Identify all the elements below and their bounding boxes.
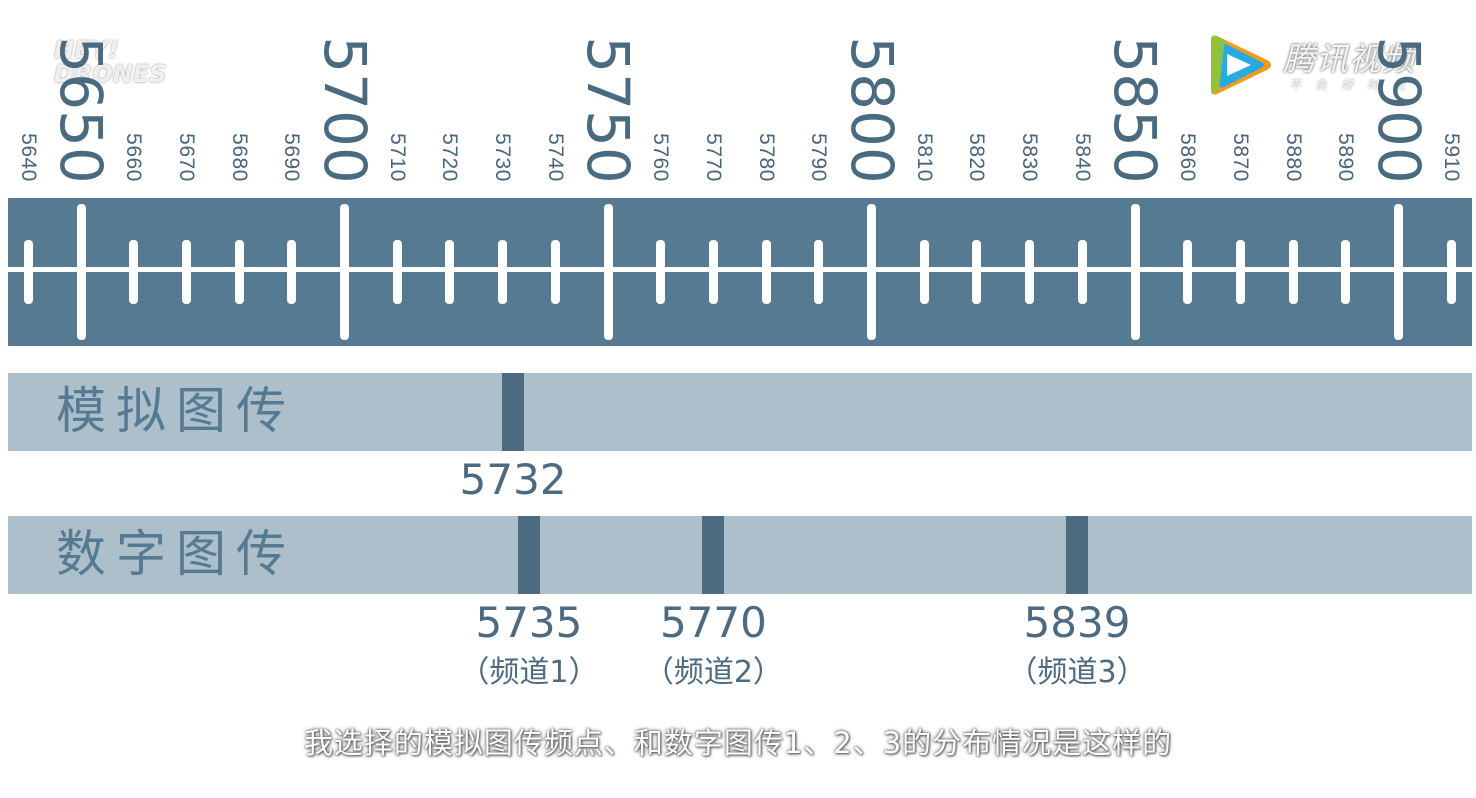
minor-tick-label: 5720 — [438, 133, 462, 182]
channel-label: （频道1） — [459, 655, 599, 690]
row-title-analog: 模拟图传 — [56, 382, 296, 440]
frequency-value-label: 5732 — [459, 455, 567, 504]
minor-tick-label: 5780 — [754, 133, 778, 182]
major-tick-label: 5800 — [837, 36, 906, 184]
minor-tick-label: 5830 — [1017, 133, 1041, 182]
minor-tick-label: 5770 — [701, 133, 725, 182]
minor-tick — [129, 240, 139, 304]
minor-tick — [1235, 240, 1245, 304]
minor-tick — [392, 240, 402, 304]
minor-tick-label: 5730 — [490, 133, 514, 182]
video-subtitle: 我选择的模拟图传频点、和数字图传1、2、3的分布情况是这样的 — [303, 726, 1173, 760]
minor-tick — [761, 240, 771, 304]
ruler-axis-line — [8, 267, 1472, 272]
major-tick-label: 5850 — [1100, 36, 1169, 184]
frequency-marker — [1066, 516, 1089, 594]
minor-tick-label: 5740 — [543, 133, 567, 182]
logo-left-line2: DRONES — [54, 60, 167, 88]
tencent-video-logo: 腾讯视频 不负好时光 — [1205, 30, 1441, 100]
minor-tick — [708, 240, 718, 304]
minor-tick-label: 5820 — [965, 133, 989, 182]
minor-tick-label: 5640 — [16, 133, 40, 182]
major-tick — [340, 204, 349, 340]
channel-label: （频道2） — [643, 655, 783, 690]
minor-tick-label: 5890 — [1334, 133, 1358, 182]
major-tick — [76, 204, 86, 340]
tencent-video-brand: 腾讯视频 — [1283, 40, 1416, 78]
minor-tick — [814, 240, 824, 304]
major-tick-label: 5650 — [46, 36, 115, 184]
minor-tick — [287, 240, 297, 304]
frequency-value-label: 5735 — [475, 598, 583, 647]
major-tick-label: 5700 — [310, 36, 379, 184]
major-tick — [1394, 204, 1403, 340]
minor-tick — [181, 240, 191, 304]
minor-tick — [234, 240, 244, 304]
minor-tick — [1341, 240, 1351, 304]
minor-tick-label: 5690 — [280, 133, 304, 182]
major-tick — [603, 204, 613, 340]
minor-tick — [656, 240, 666, 304]
minor-tick-label: 5660 — [122, 133, 146, 182]
minor-tick-label: 5910 — [1439, 133, 1463, 182]
minor-tick-label: 5870 — [1228, 133, 1252, 182]
frequency-ruler — [8, 198, 1472, 346]
digital-row: 数字图传 — [8, 516, 1472, 594]
minor-tick-label: 5790 — [807, 133, 831, 182]
minor-tick-label: 5840 — [1070, 133, 1094, 182]
channel-label: （频道3） — [1007, 655, 1147, 690]
frequency-marker — [502, 373, 525, 451]
minor-tick-label: 5670 — [174, 133, 198, 182]
minor-tick — [1077, 240, 1087, 304]
minor-tick — [1446, 240, 1456, 304]
minor-tick-label: 5860 — [1176, 133, 1200, 182]
frequency-value-label: 5839 — [1023, 598, 1131, 647]
major-tick — [867, 204, 876, 340]
minor-tick-label: 5810 — [912, 133, 936, 182]
minor-tick — [445, 240, 455, 304]
minor-tick — [919, 240, 929, 304]
logo-left-line1: HEY! — [54, 36, 119, 64]
minor-tick-label: 5760 — [649, 133, 673, 182]
analog-row: 模拟图传 — [8, 373, 1472, 451]
minor-tick — [23, 240, 33, 304]
minor-tick — [972, 240, 982, 304]
frequency-marker — [702, 516, 725, 594]
minor-tick — [1025, 240, 1035, 304]
row-title-digital: 数字图传 — [56, 525, 296, 583]
minor-tick-label: 5710 — [385, 133, 409, 182]
minor-tick — [550, 240, 560, 304]
tencent-video-slogan: 不负好时光 — [1289, 78, 1420, 92]
minor-tick — [498, 240, 508, 304]
major-tick-label: 5900 — [1364, 36, 1433, 184]
major-tick — [1130, 204, 1140, 340]
minor-tick-label: 5680 — [227, 133, 251, 182]
minor-tick-label: 5880 — [1281, 133, 1305, 182]
minor-tick — [1288, 240, 1298, 304]
tencent-video-play-icon — [1211, 35, 1271, 95]
minor-tick — [1183, 240, 1193, 304]
heydrones-logo: HEY! DRONES — [54, 38, 172, 94]
major-tick-label: 5750 — [573, 36, 642, 184]
frequency-value-label: 5770 — [659, 598, 767, 647]
frequency-marker — [517, 516, 540, 594]
